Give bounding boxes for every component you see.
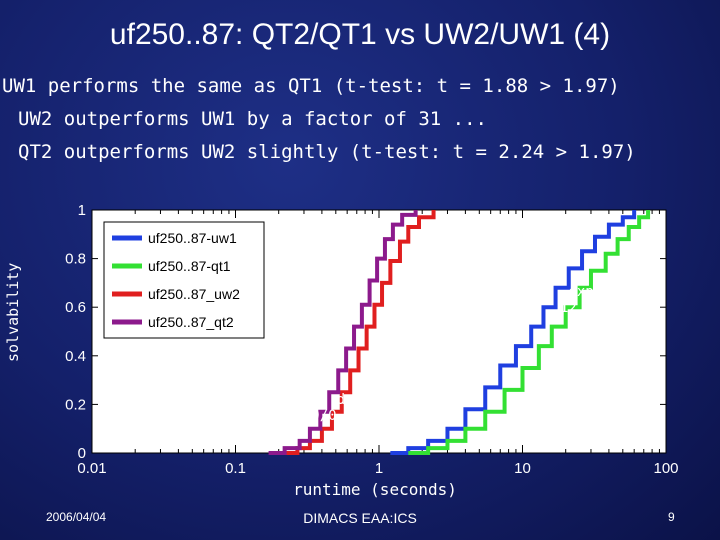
legend-label: uf250..87_uw2 [148, 286, 240, 302]
series-line-2 [278, 210, 436, 455]
annotation-uw1-qt1-top: exp. d. 16.7/17.2 [462, 232, 538, 264]
y-axis-label: solvability [4, 262, 22, 362]
annotation-label: exp. d. [294, 392, 354, 408]
page-number: 9 [668, 510, 675, 524]
legend-box [103, 221, 265, 339]
series-line-0 [390, 210, 637, 455]
y-tick-label: 0.8 [65, 251, 86, 268]
y-tick-label: 0 [78, 445, 86, 462]
y-tick-label: 0.6 [65, 299, 86, 316]
series-line-1 [408, 210, 651, 455]
x-tick-label: 10 [514, 460, 531, 477]
annotation-mid: exp. d. 0.39/0.29 [286, 392, 362, 424]
annotation-value: 0.39/0.29 [286, 408, 362, 424]
legend-label: uf250..87-qt1 [148, 258, 231, 274]
x-axis-label: runtime (seconds) [293, 480, 457, 499]
annotation-value: 16.7/17.2 [462, 248, 538, 264]
bullet-2: UW2 outperforms UW1 by a factor of 31 ..… [18, 108, 487, 130]
x-tick-label: 0.01 [77, 460, 106, 477]
slide-title: uf250..87: QT2/QT1 vs UW2/UW1 (4) [109, 18, 611, 51]
solvability-chart: 0 0.2 0.4 0.6 0.8 1 0.01 0.1 1 10 100 uf250..87-uw1… [65, 202, 678, 477]
y-tick-label: 0.2 [65, 396, 86, 413]
y-tick-label: 0.4 [65, 348, 86, 365]
series-line-3 [268, 210, 418, 455]
annotation-label: exp. d. [568, 284, 628, 300]
legend-label: uf250..87_qt2 [148, 314, 234, 330]
x-tick-label: 100 [653, 460, 678, 477]
y-tick-label: 1 [78, 202, 86, 219]
bullet-3: QT2 outperforms UW2 slightly (t-test: t … [18, 141, 636, 163]
annotation-label: exp. d. [120, 408, 180, 424]
annotation-label: exp. d. [470, 232, 530, 248]
bullet-1: UW1 performs the same as QT1 (t-test: t … [2, 75, 620, 97]
annotation-low-left: exp. d. 0.21/0.17 [112, 408, 188, 440]
annotation-value: 0.21/0.17 [112, 424, 188, 440]
annotation-value: 12.3/12.5 [560, 300, 636, 316]
bullet-list: UW1 performs the same as QT1 (t-test: t … [0, 70, 720, 169]
annotation-uw1-qt1-right: exp. d. 12.3/12.5 [560, 284, 636, 316]
legend-label: uf250..87-uw1 [148, 230, 237, 246]
footer-venue: DIMACS EAA:ICS [303, 510, 417, 526]
x-tick-label: 1 [375, 460, 383, 477]
x-tick-label: 0.1 [225, 460, 246, 477]
footer-date: 2006/04/04 [46, 510, 107, 524]
